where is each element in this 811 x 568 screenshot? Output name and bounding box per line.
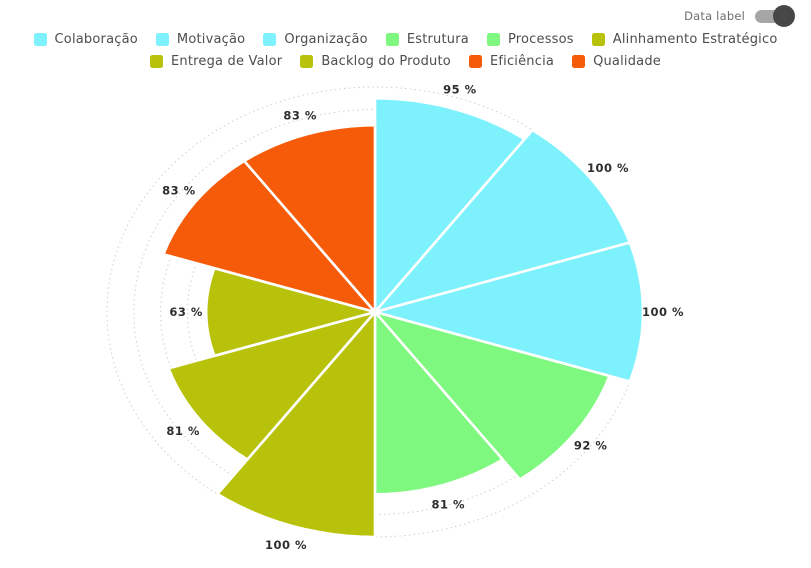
legend-item-label: Backlog do Produto: [321, 54, 451, 69]
legend-item-processos[interactable]: Processos: [486, 32, 574, 47]
legend-swatch-icon: [300, 55, 314, 68]
legend-swatch-icon: [591, 33, 605, 46]
slice-organizacao[interactable]: [373, 241, 645, 383]
legend-row: Entrega de Valor Backlog do Produto Eficiê…: [150, 54, 661, 69]
slice-alinhamento-estrategico[interactable]: [216, 310, 377, 539]
legend-item-alinhamento-estrategico[interactable]: Alinhamento Estratégico: [591, 32, 778, 47]
slice-value-label-colaboracao: 95 %: [443, 83, 477, 97]
legend-item-backlog-do-produto[interactable]: Backlog do Produto: [300, 54, 451, 69]
legend-swatch-icon: [572, 55, 586, 68]
slice-value-label-organizacao: 100 %: [642, 305, 684, 319]
slice-estrutura[interactable]: [373, 310, 611, 481]
data-label-toggle-text: Data label: [684, 9, 745, 23]
slice-value-label-processos: 81 %: [432, 497, 466, 511]
slice-qualidade[interactable]: [242, 123, 377, 314]
toolbar: Data label: [684, 5, 795, 27]
legend-item-estrutura[interactable]: Estrutura: [385, 32, 469, 47]
legend-swatch-icon: [33, 33, 47, 46]
legend-item-colaboracao[interactable]: Colaboração: [33, 32, 138, 47]
slice-value-label-eficiencia: 83 %: [162, 184, 196, 198]
slice-value-label-alinhamento-estrategico: 100 %: [265, 538, 307, 552]
data-label-toggle[interactable]: [755, 5, 795, 27]
slice-value-label-estrutura: 92 %: [574, 438, 608, 452]
slice-colaboracao[interactable]: [373, 96, 526, 314]
legend-item-organizacao[interactable]: Organização: [263, 32, 368, 47]
slice-value-label-motivacao: 100 %: [587, 161, 629, 175]
legend-item-label: Colaboração: [54, 32, 138, 47]
legend-swatch-icon: [150, 55, 163, 68]
slice-motivacao[interactable]: [373, 128, 632, 314]
legend-item-label: Alinhamento Estratégico: [612, 32, 778, 47]
slice-eficiencia[interactable]: [162, 159, 377, 314]
legend-swatch-icon: [155, 33, 169, 46]
legend-item-label: Estrutura: [406, 32, 469, 47]
legend-item-qualidade[interactable]: Qualidade: [572, 54, 661, 69]
legend-item-eficiencia[interactable]: Eficiência: [468, 54, 555, 69]
legend-item-motivacao[interactable]: Motivação: [155, 32, 246, 47]
legend-swatch-icon: [385, 33, 399, 46]
legend-row: Colaboração Motivação Organização Estrutura…: [33, 32, 778, 47]
toggle-knob-icon: [773, 5, 795, 27]
legend-item-label: Motivação: [176, 32, 246, 47]
legend-item-label: Organização: [284, 32, 368, 47]
slice-value-label-backlog-do-produto: 63 %: [169, 305, 203, 319]
legend-item-label: Eficiência: [489, 54, 555, 69]
legend-item-label: Qualidade: [593, 54, 661, 69]
legend-item-entrega-de-valor[interactable]: Entrega de Valor: [150, 54, 282, 69]
slice-value-label-entrega-de-valor: 81 %: [166, 424, 200, 438]
legend-swatch-icon: [263, 33, 277, 46]
slice-value-label-qualidade: 83 %: [283, 108, 317, 122]
legend-item-label: Entrega de Valor: [171, 54, 283, 69]
legend-item-label: Processos: [507, 32, 574, 47]
slice-backlog-do-produto[interactable]: [204, 266, 377, 358]
legend-swatch-icon: [486, 33, 500, 46]
legend: Colaboração Motivação Organização Estrutura…: [10, 32, 801, 69]
legend-swatch-icon: [468, 55, 482, 68]
slice-processos[interactable]: [373, 310, 504, 496]
slice-entrega-de-valor[interactable]: [167, 310, 377, 461]
